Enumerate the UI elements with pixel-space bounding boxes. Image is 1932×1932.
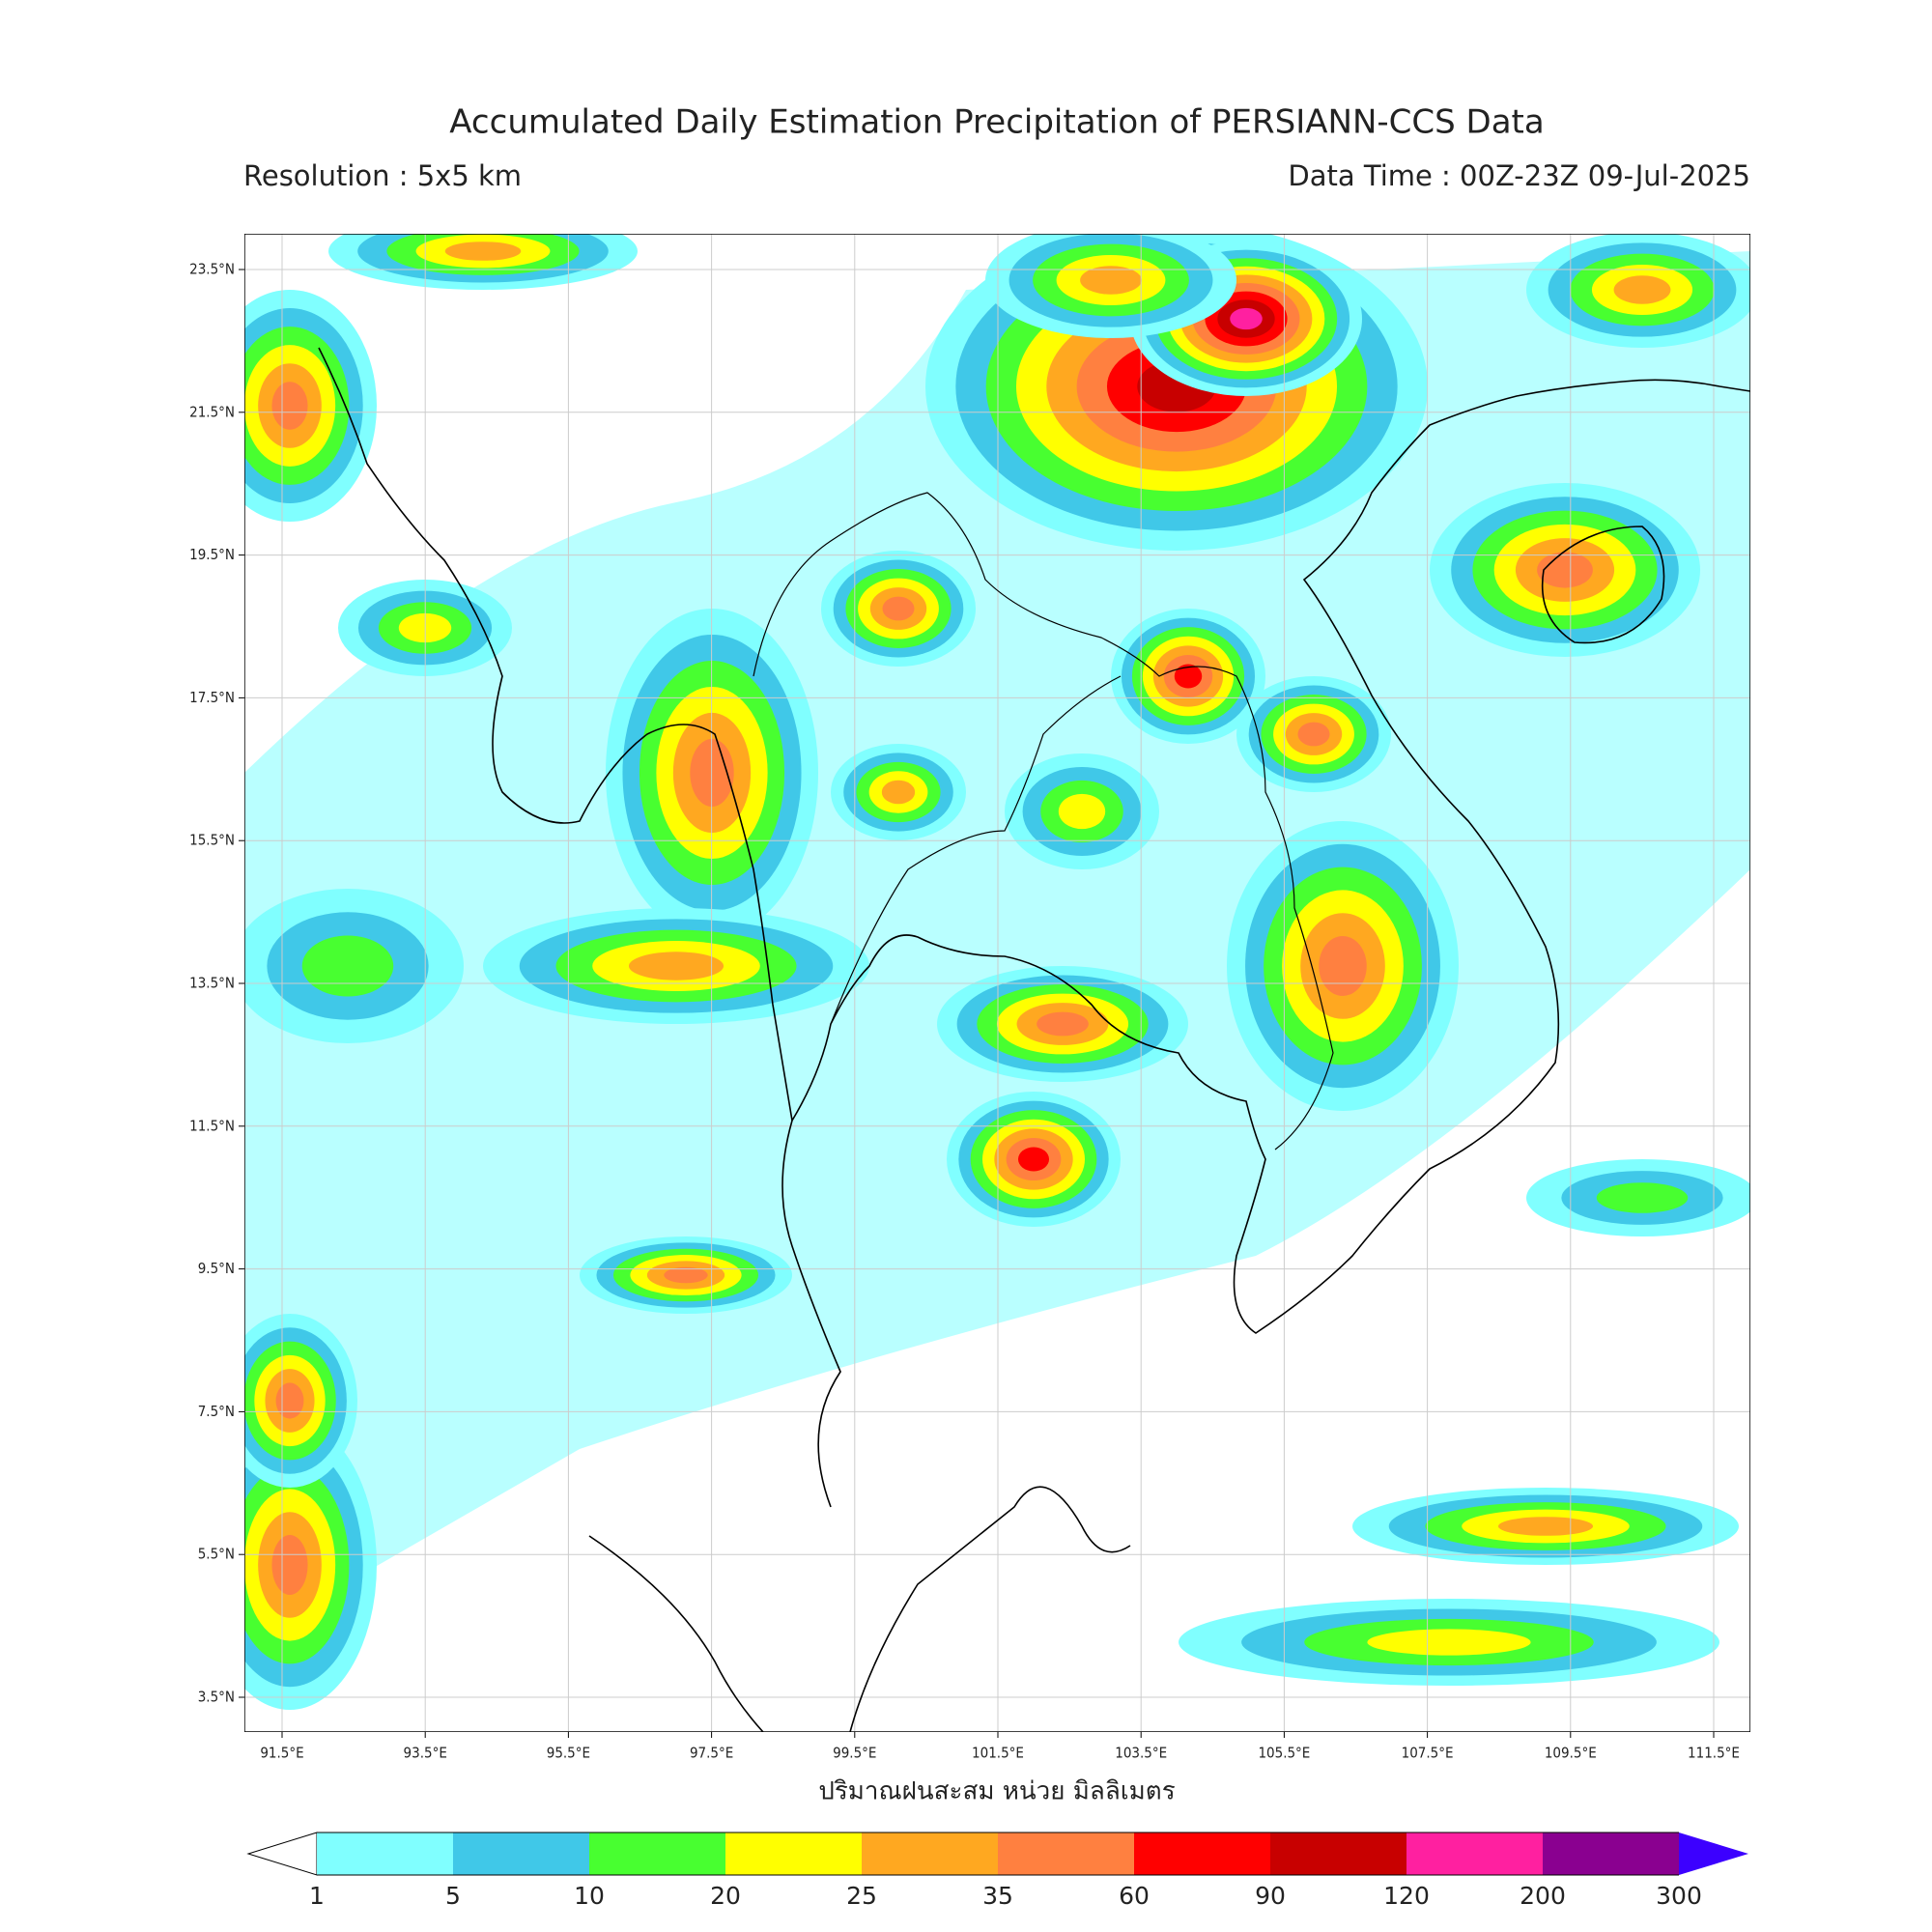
resolution: Resolution : 5x5 km bbox=[243, 159, 522, 192]
lat-label: 3.5°N bbox=[198, 1689, 235, 1706]
graticule bbox=[244, 234, 1750, 1732]
colorbar-segment bbox=[589, 1833, 725, 1875]
data-time: Data Time : 00Z-23Z 09-Jul-2025 bbox=[1288, 159, 1750, 192]
lat-label: 15.5°N bbox=[189, 832, 235, 849]
colorbar-tick-label: 200 bbox=[1520, 1882, 1566, 1910]
colorbar-segment bbox=[725, 1833, 862, 1875]
colorbar-over bbox=[1679, 1833, 1748, 1875]
rain-blob bbox=[444, 242, 522, 261]
rain-blob bbox=[1230, 307, 1263, 330]
title: Accumulated Daily Estimation Precipitati… bbox=[449, 103, 1544, 142]
lat-label: 5.5°N bbox=[198, 1546, 235, 1563]
lon-label: 97.5°E bbox=[690, 1745, 733, 1762]
colorbar-segment bbox=[1270, 1833, 1406, 1875]
lon-label: 99.5°E bbox=[833, 1745, 876, 1762]
border bbox=[753, 492, 1334, 1151]
rain-blob bbox=[1319, 936, 1367, 996]
lat-label: 7.5°N bbox=[198, 1403, 235, 1420]
rain-blob bbox=[1367, 1629, 1531, 1656]
lat-label: 21.5°N bbox=[189, 403, 235, 420]
colorbar-tick-label: 5 bbox=[445, 1882, 461, 1910]
colorbar-tick-label: 10 bbox=[574, 1882, 605, 1910]
lat-label: 13.5°N bbox=[189, 975, 235, 992]
axes-labels: 23.5°N 21.5°N 19.5°N 17.5°N 15.5°N 13.5°N 11.5… bbox=[189, 261, 1740, 1762]
lon-label: 105.5°E bbox=[1258, 1745, 1310, 1762]
colorbar-segment bbox=[998, 1833, 1134, 1875]
lat-label: 23.5°N bbox=[189, 261, 235, 278]
rain-blob bbox=[1058, 793, 1106, 830]
rain-blob bbox=[1537, 552, 1593, 588]
rain-blob bbox=[1080, 266, 1142, 295]
colorbar-segment bbox=[1543, 1833, 1679, 1875]
colorbar-segment bbox=[1134, 1833, 1270, 1875]
lon-label: 107.5°E bbox=[1402, 1745, 1454, 1762]
lat-label: 11.5°N bbox=[189, 1117, 235, 1134]
colorbar-segment bbox=[1406, 1833, 1543, 1875]
lat-label: 19.5°N bbox=[189, 546, 235, 563]
colorbar-tick-label: 35 bbox=[982, 1882, 1013, 1910]
rain-blob bbox=[1174, 664, 1203, 689]
colorbar-tick-label: 90 bbox=[1255, 1882, 1286, 1910]
x-label: ปริมาณฝนสะสม หน่วย มิลลิเมตร bbox=[818, 1777, 1175, 1806]
coastline bbox=[588, 1486, 1131, 1732]
rain-blob bbox=[275, 1382, 304, 1419]
rain-blob bbox=[1596, 1182, 1689, 1213]
colorbar-tick-label: 1 bbox=[309, 1882, 325, 1910]
colorbar-outline bbox=[317, 1832, 1679, 1876]
lon-label: 111.5°E bbox=[1688, 1745, 1740, 1762]
rain-blob bbox=[271, 1535, 308, 1595]
colorbar-under bbox=[246, 1832, 318, 1876]
rain-blob bbox=[628, 952, 724, 980]
island bbox=[1541, 526, 1665, 644]
lon-label: 101.5°E bbox=[972, 1745, 1024, 1762]
rain-blob bbox=[1017, 1147, 1050, 1172]
lon-label: 103.5°E bbox=[1115, 1745, 1167, 1762]
colorbar: 1 5 10 20 25 35 60 90 120 200 300 bbox=[246, 1832, 1748, 1910]
lat-label: 9.5°N bbox=[198, 1260, 235, 1277]
lon-label: 109.5°E bbox=[1545, 1745, 1597, 1762]
map bbox=[244, 234, 1750, 1732]
coastline bbox=[781, 379, 1750, 1508]
colorbar-tick-label: 60 bbox=[1119, 1882, 1150, 1910]
colorbar-segment bbox=[317, 1833, 453, 1875]
colorbar-segment bbox=[862, 1833, 998, 1875]
colorbar-tick-label: 25 bbox=[846, 1882, 877, 1910]
colorbar-tick-label: 300 bbox=[1656, 1882, 1702, 1910]
lat-label: 17.5°N bbox=[189, 689, 235, 706]
rain-blob bbox=[1297, 722, 1330, 747]
rain-blob bbox=[664, 1266, 708, 1284]
colorbar-tick-label: 120 bbox=[1383, 1882, 1430, 1910]
colorbar-tick-label: 20 bbox=[710, 1882, 741, 1910]
lon-label: 91.5°E bbox=[260, 1745, 303, 1762]
colorbar-segment bbox=[453, 1833, 589, 1875]
rain-blob bbox=[1037, 1011, 1089, 1037]
rain-blob bbox=[882, 596, 915, 621]
rain-blob bbox=[301, 935, 394, 997]
lon-label: 93.5°E bbox=[404, 1745, 447, 1762]
rain-blob bbox=[1613, 275, 1671, 304]
lon-label: 95.5°E bbox=[547, 1745, 590, 1762]
rain-blob bbox=[271, 382, 308, 430]
coastline bbox=[318, 347, 793, 1122]
rain-blob bbox=[1497, 1517, 1594, 1536]
rain-blob bbox=[881, 780, 916, 805]
